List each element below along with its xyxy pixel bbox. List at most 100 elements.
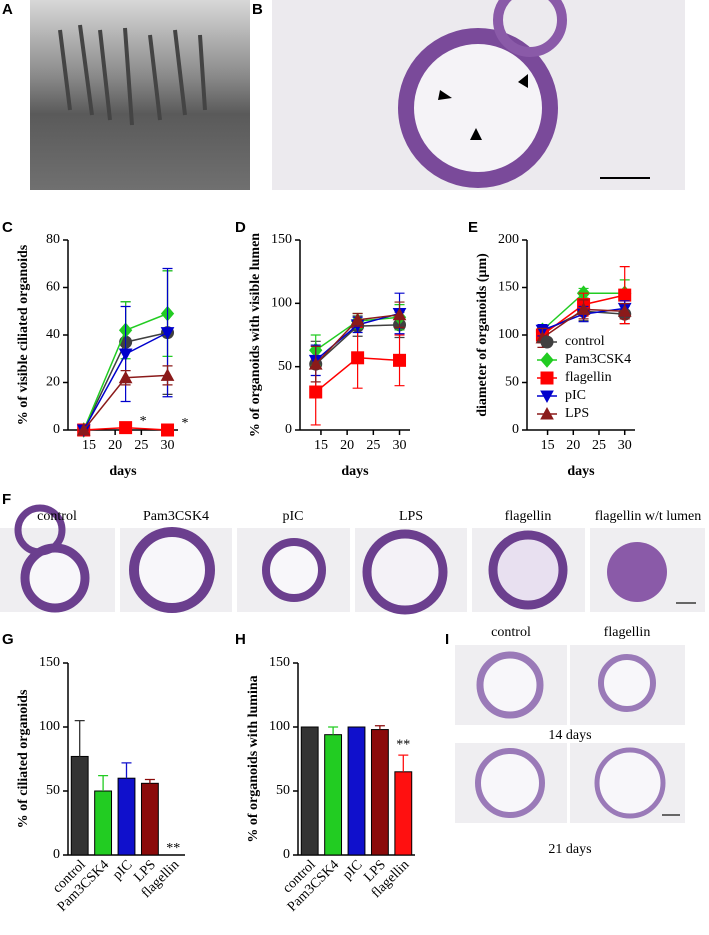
x-tick-label: 20 — [108, 438, 122, 453]
y-tick-label: 150 — [269, 655, 290, 670]
marker — [392, 307, 407, 321]
error-bar — [121, 762, 132, 779]
x-tick-label: 25 — [366, 438, 380, 453]
marker — [540, 352, 554, 368]
y-tick-label: 0 — [512, 422, 519, 437]
marker — [118, 348, 133, 362]
x-tick-label: 15 — [541, 438, 555, 453]
marker — [540, 390, 554, 404]
legend-label: control — [565, 334, 605, 349]
legend-label: flagellin — [565, 370, 612, 385]
panel-letter: B — [252, 1, 263, 18]
y-tick-label: 100 — [498, 327, 519, 342]
x-tick-label: 25 — [592, 438, 606, 453]
y-tick-label: 0 — [53, 847, 60, 862]
annotation: ** — [396, 737, 410, 752]
bar — [394, 771, 413, 856]
image-label: Pam3CSK4 — [143, 509, 209, 524]
image-label: control — [37, 509, 77, 524]
image-label: flagellin — [505, 509, 552, 524]
bar — [370, 729, 389, 856]
error-bar — [144, 778, 155, 784]
y-tick-label: 50 — [505, 375, 519, 390]
micrograph-a — [30, 0, 250, 190]
panel-letter: H — [235, 631, 246, 648]
panel-letter: D — [235, 219, 246, 236]
marker — [393, 353, 407, 367]
image-label: flagellin w/t lumen — [595, 509, 702, 524]
panel-letter: F — [2, 491, 11, 508]
annotation: * — [140, 414, 147, 429]
y-tick-label: 60 — [46, 280, 60, 295]
marker — [576, 302, 591, 315]
y-tick-label: 150 — [271, 232, 292, 247]
y-tick-label: 50 — [278, 359, 292, 374]
y-axis-label: % of ciliated organoids — [16, 689, 31, 828]
marker — [540, 371, 554, 385]
x-tick-label: 20 — [566, 438, 580, 453]
x-tick-label: 25 — [134, 438, 148, 453]
y-tick-label: 100 — [271, 296, 292, 311]
marker — [118, 370, 133, 384]
marker — [76, 422, 91, 436]
y-axis-label: % of visible ciliated organoids — [16, 244, 31, 425]
bar — [117, 777, 136, 856]
x-tick-label: pIC — [110, 857, 135, 882]
image-label: control — [491, 625, 531, 640]
error-bar — [74, 719, 85, 757]
bar — [347, 726, 366, 856]
marker — [160, 327, 175, 340]
marker — [351, 351, 365, 365]
image-label: 21 days — [548, 842, 591, 857]
y-tick-label: 0 — [283, 847, 290, 862]
x-axis-label: days — [567, 464, 595, 479]
marker — [119, 421, 133, 435]
image-label: flagellin — [604, 625, 651, 640]
legend-label: Pam3CSK4 — [565, 352, 631, 367]
marker — [350, 312, 365, 326]
y-axis-label: diameter of organoids (μm) — [475, 253, 490, 417]
marker — [160, 368, 175, 381]
panel-letter: I — [445, 631, 449, 648]
micrograph-b — [272, 0, 685, 190]
x-tick-label: 15 — [82, 438, 96, 453]
y-tick-label: 100 — [39, 719, 60, 734]
y-tick-label: 50 — [276, 783, 290, 798]
micrographs-i — [455, 645, 685, 823]
y-tick-label: 0 — [285, 422, 292, 437]
x-tick-label: 30 — [161, 438, 175, 453]
error-bar — [374, 725, 385, 730]
error-bar — [98, 774, 109, 791]
bar — [140, 782, 159, 856]
marker — [308, 357, 323, 370]
bar — [324, 734, 343, 856]
y-tick-label: 200 — [498, 232, 519, 247]
marker — [618, 288, 632, 302]
x-tick-label: 20 — [340, 438, 354, 453]
y-axis-label: % of organoids with lumina — [246, 675, 261, 842]
image-label: pIC — [283, 509, 304, 524]
bar — [70, 755, 89, 856]
marker — [617, 304, 632, 317]
marker — [540, 335, 554, 349]
x-tick-label: 30 — [618, 438, 632, 453]
panel-letter: G — [2, 631, 14, 648]
legend-label: LPS — [565, 406, 589, 421]
x-axis-label: days — [109, 464, 137, 479]
panel-letter: A — [2, 1, 13, 18]
y-tick-label: 150 — [498, 280, 519, 295]
image-label: LPS — [399, 509, 423, 524]
annotation: ** — [166, 841, 180, 856]
panel-letter: C — [2, 219, 13, 236]
error-bar — [398, 754, 409, 772]
x-tick-label: pIC — [340, 857, 365, 882]
annotation: * — [182, 416, 189, 431]
marker — [540, 406, 554, 420]
image-label: 14 days — [548, 728, 591, 743]
y-tick-label: 20 — [46, 375, 60, 390]
y-axis-label: % of organoids with visible lumen — [248, 233, 263, 437]
x-axis-label: days — [341, 464, 369, 479]
error-bar — [328, 726, 339, 735]
panel-letter: E — [468, 219, 478, 236]
